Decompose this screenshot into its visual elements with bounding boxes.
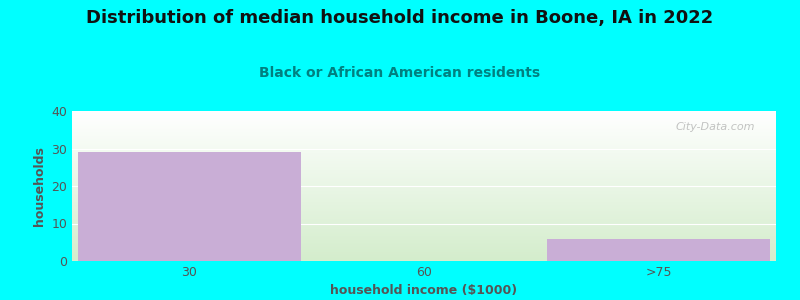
X-axis label: household income ($1000): household income ($1000): [330, 284, 518, 297]
Text: Black or African American residents: Black or African American residents: [259, 66, 541, 80]
Text: Distribution of median household income in Boone, IA in 2022: Distribution of median household income …: [86, 9, 714, 27]
Y-axis label: households: households: [33, 146, 46, 226]
Bar: [547, 238, 770, 261]
Bar: [78, 152, 301, 261]
Text: City-Data.com: City-Data.com: [675, 122, 755, 131]
